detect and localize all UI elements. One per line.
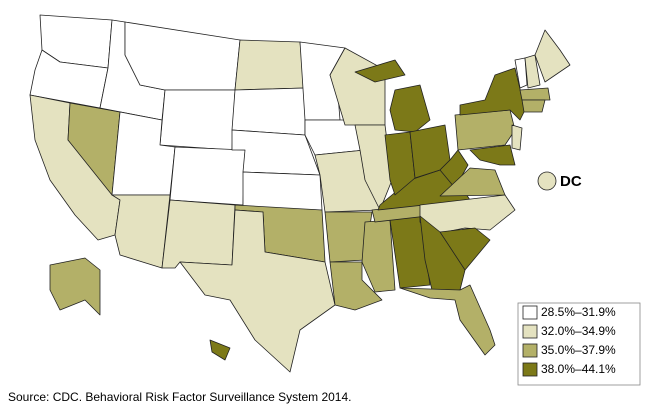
state <box>234 39 306 91</box>
state <box>159 89 236 151</box>
legend-label: 35.0%–37.9% <box>541 343 616 357</box>
legend: 28.5%–31.9% 32.0%–34.9% 35.0%–37.9% 38.0%–4… <box>522 305 616 377</box>
state <box>179 209 336 373</box>
state <box>454 109 516 151</box>
state <box>111 194 171 269</box>
state <box>521 99 546 113</box>
legend-swatch <box>522 343 538 358</box>
state <box>161 199 236 269</box>
states <box>29 14 571 373</box>
legend-label: 28.5%–31.9% <box>541 305 616 319</box>
legend-box <box>517 302 641 386</box>
state <box>242 171 323 211</box>
state <box>514 57 528 89</box>
state <box>231 87 306 136</box>
state <box>124 21 241 91</box>
state <box>384 131 416 196</box>
state <box>439 167 506 197</box>
state <box>209 339 231 361</box>
source: Source: CDC. Behavioral Risk Factor Surv… <box>8 390 351 404</box>
state <box>511 124 523 151</box>
state <box>389 84 431 133</box>
legend-label: 32.0%–34.9% <box>541 324 616 338</box>
dc-label: DC <box>560 173 582 190</box>
state <box>399 284 496 356</box>
legend-swatch <box>522 324 538 339</box>
state <box>524 54 541 89</box>
state <box>469 144 516 166</box>
state <box>361 219 396 293</box>
state <box>534 29 571 83</box>
state <box>354 59 406 83</box>
legend-label: 38.0%–44.1% <box>541 362 616 376</box>
state <box>519 87 551 101</box>
state <box>49 257 101 316</box>
dc-marker <box>537 171 557 191</box>
legend-swatch <box>522 305 538 320</box>
state <box>169 146 246 206</box>
legend-swatch <box>522 362 538 377</box>
